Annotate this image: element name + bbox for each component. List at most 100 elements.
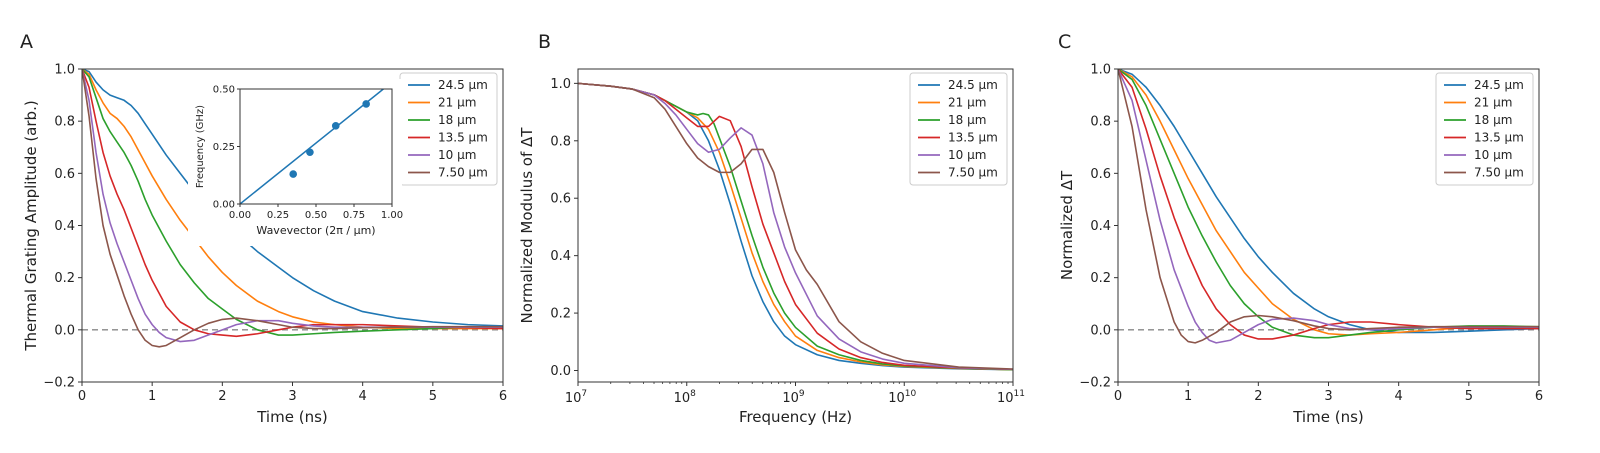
y-tick-label: 0.4 xyxy=(54,219,75,234)
x-tick-exponent: 9 xyxy=(799,389,805,399)
series-line-10-um xyxy=(578,82,1013,371)
y-tick-label: 0.4 xyxy=(1090,219,1111,234)
legend: 24.5 μm 21 μm 18 μm 13.5 μm 10 μm 7.50 μm xyxy=(1435,72,1534,186)
series-line-10-um xyxy=(82,69,503,343)
series-line-24-5-um xyxy=(1118,69,1539,334)
x-tick-label: 4 xyxy=(1395,389,1403,404)
y-tick-label: −0.2 xyxy=(43,376,75,391)
x-tick-base: 10 xyxy=(997,391,1014,406)
y-axis-label: Normalized Modulus of ΔT xyxy=(518,127,536,324)
legend: 24.5 μm 21 μm 18 μm 13.5 μm 10 μm 7.50 μm xyxy=(399,72,498,186)
inset-y-tick-label: 0.25 xyxy=(213,142,235,153)
x-tick-exponent: 10 xyxy=(905,389,917,399)
inset-data-point xyxy=(362,100,370,108)
x-tick-label: 1011 xyxy=(997,389,1025,406)
inset-x-tick-label: 1.00 xyxy=(381,210,403,221)
legend-box xyxy=(1435,72,1534,186)
x-tick-label: 3 xyxy=(1324,389,1332,404)
inset-x-tick-label: 0.25 xyxy=(267,210,289,221)
legend-entry: 13.5 μm xyxy=(438,131,488,145)
legend-entry: 7.50 μm xyxy=(438,166,488,180)
legend-entry: 24.5 μm xyxy=(1474,78,1524,92)
x-tick-label: 0 xyxy=(78,389,86,404)
legend-entry: 24.5 μm xyxy=(948,78,998,92)
series-line-7-50-um xyxy=(82,69,503,348)
y-axis-label: Thermal Grating Amplitude (arb.) xyxy=(22,100,40,351)
x-tick-label: 108 xyxy=(674,389,697,406)
x-tick-label: 5 xyxy=(1465,389,1473,404)
x-axis-label: Frequency (Hz) xyxy=(739,408,852,426)
inset-x-tick-label: 0.75 xyxy=(343,210,365,221)
inset-data-point xyxy=(331,122,340,130)
legend-entry: 18 μm xyxy=(948,113,986,127)
panel-b-label: B xyxy=(538,31,551,53)
panel-a-chart: A 0 1 2 3 4 5 6 −0.2 0.0 0.2 0.4 0.6 0.8 1.0 Time (ns)… xyxy=(20,31,507,426)
series-line-7-50-um xyxy=(1118,69,1539,344)
x-tick-exponent: 11 xyxy=(1014,389,1025,399)
x-tick-label: 107 xyxy=(565,389,587,406)
legend-entry: 13.5 μm xyxy=(1474,131,1524,145)
legend-entry: 24.5 μm xyxy=(438,78,488,92)
inset-y-axis-label: Frequency (GHz) xyxy=(195,105,206,188)
legend-entry: 10 μm xyxy=(948,148,986,162)
panel-c-label: C xyxy=(1058,31,1071,53)
y-tick-label: 1.0 xyxy=(550,77,571,92)
y-tick-label: 0.6 xyxy=(550,192,571,207)
legend-entry: 7.50 μm xyxy=(948,166,998,180)
series-line-13-5-um xyxy=(1118,69,1539,340)
x-tick-label: 5 xyxy=(429,389,437,404)
series-line-18-um xyxy=(82,69,503,336)
y-tick-label: 0.8 xyxy=(1090,115,1111,130)
y-tick-label: 0.2 xyxy=(54,271,75,286)
x-tick-label: 2 xyxy=(218,389,226,404)
y-tick-label: 0.8 xyxy=(550,134,571,149)
legend: 24.5 μm 21 μm 18 μm 13.5 μm 10 μm 7.50 μm xyxy=(909,72,1008,186)
x-tick-label: 3 xyxy=(288,389,296,404)
legend-entry: 10 μm xyxy=(1474,148,1512,162)
x-tick-exponent: 8 xyxy=(690,389,696,399)
inset-y-tick-label: 0.50 xyxy=(213,85,235,96)
y-tick-label: 0.0 xyxy=(54,323,75,338)
y-tick-label: −0.2 xyxy=(1079,376,1111,391)
y-tick-label: 0.8 xyxy=(54,115,75,130)
y-tick-label: 0.0 xyxy=(1090,323,1111,338)
panel-c-chart: C 0 1 2 3 4 5 6 −0.2 0.0 0.2 0.4 0.6 0.8 1.0 Time (ns)… xyxy=(1058,31,1543,426)
x-tick-label: 1010 xyxy=(888,389,916,406)
x-tick-label: 0 xyxy=(1114,389,1122,404)
panel-b-chart: B 107 108 109 1010 10110.00.20.40.60.81.0Fre… xyxy=(518,31,1025,426)
y-tick-label: 0.2 xyxy=(1090,271,1111,286)
x-tick-label: 1 xyxy=(148,389,156,404)
x-tick-label: 6 xyxy=(1535,389,1543,404)
legend-box xyxy=(909,72,1008,186)
series-line-21-um xyxy=(1118,69,1539,336)
x-axis-label: Time (ns) xyxy=(1292,408,1364,426)
x-tick-label: 109 xyxy=(782,389,805,406)
legend-entry: 21 μm xyxy=(948,96,986,110)
inset-x-axis-label: Wavevector (2π / μm) xyxy=(256,224,375,237)
legend-entry: 21 μm xyxy=(438,96,476,110)
inset-data-point xyxy=(289,170,298,178)
y-tick-label: 0.6 xyxy=(54,167,75,182)
legend-entry: 7.50 μm xyxy=(1474,166,1524,180)
x-tick-label: 1 xyxy=(1184,389,1192,404)
x-tick-label: 4 xyxy=(359,389,367,404)
x-tick-exponent: 7 xyxy=(581,389,587,399)
inset-chart: 0.00 0.25 0.50 0.75 1.00 0.00 0.25 0.50 Wavevect… xyxy=(188,79,403,246)
x-axis-label: Time (ns) xyxy=(256,408,328,426)
x-tick-base: 10 xyxy=(782,391,799,406)
legend-entry: 18 μm xyxy=(438,113,476,127)
x-tick-label: 2 xyxy=(1254,389,1262,404)
inset-data-point xyxy=(306,148,314,157)
series-line-7-50-um xyxy=(578,82,1013,370)
y-tick-label: 0.4 xyxy=(550,249,571,264)
inset-x-tick-label: 0.50 xyxy=(305,210,327,221)
x-tick-label: 6 xyxy=(499,389,507,404)
y-tick-label: 1.0 xyxy=(1090,63,1111,78)
series-line-10-um xyxy=(1118,69,1539,344)
inset-y-tick-label: 0.00 xyxy=(213,200,235,211)
legend-entry: 18 μm xyxy=(1474,113,1512,127)
y-tick-label: 0.0 xyxy=(550,364,571,379)
legend-entry: 13.5 μm xyxy=(948,131,998,145)
y-tick-label: 0.6 xyxy=(1090,167,1111,182)
